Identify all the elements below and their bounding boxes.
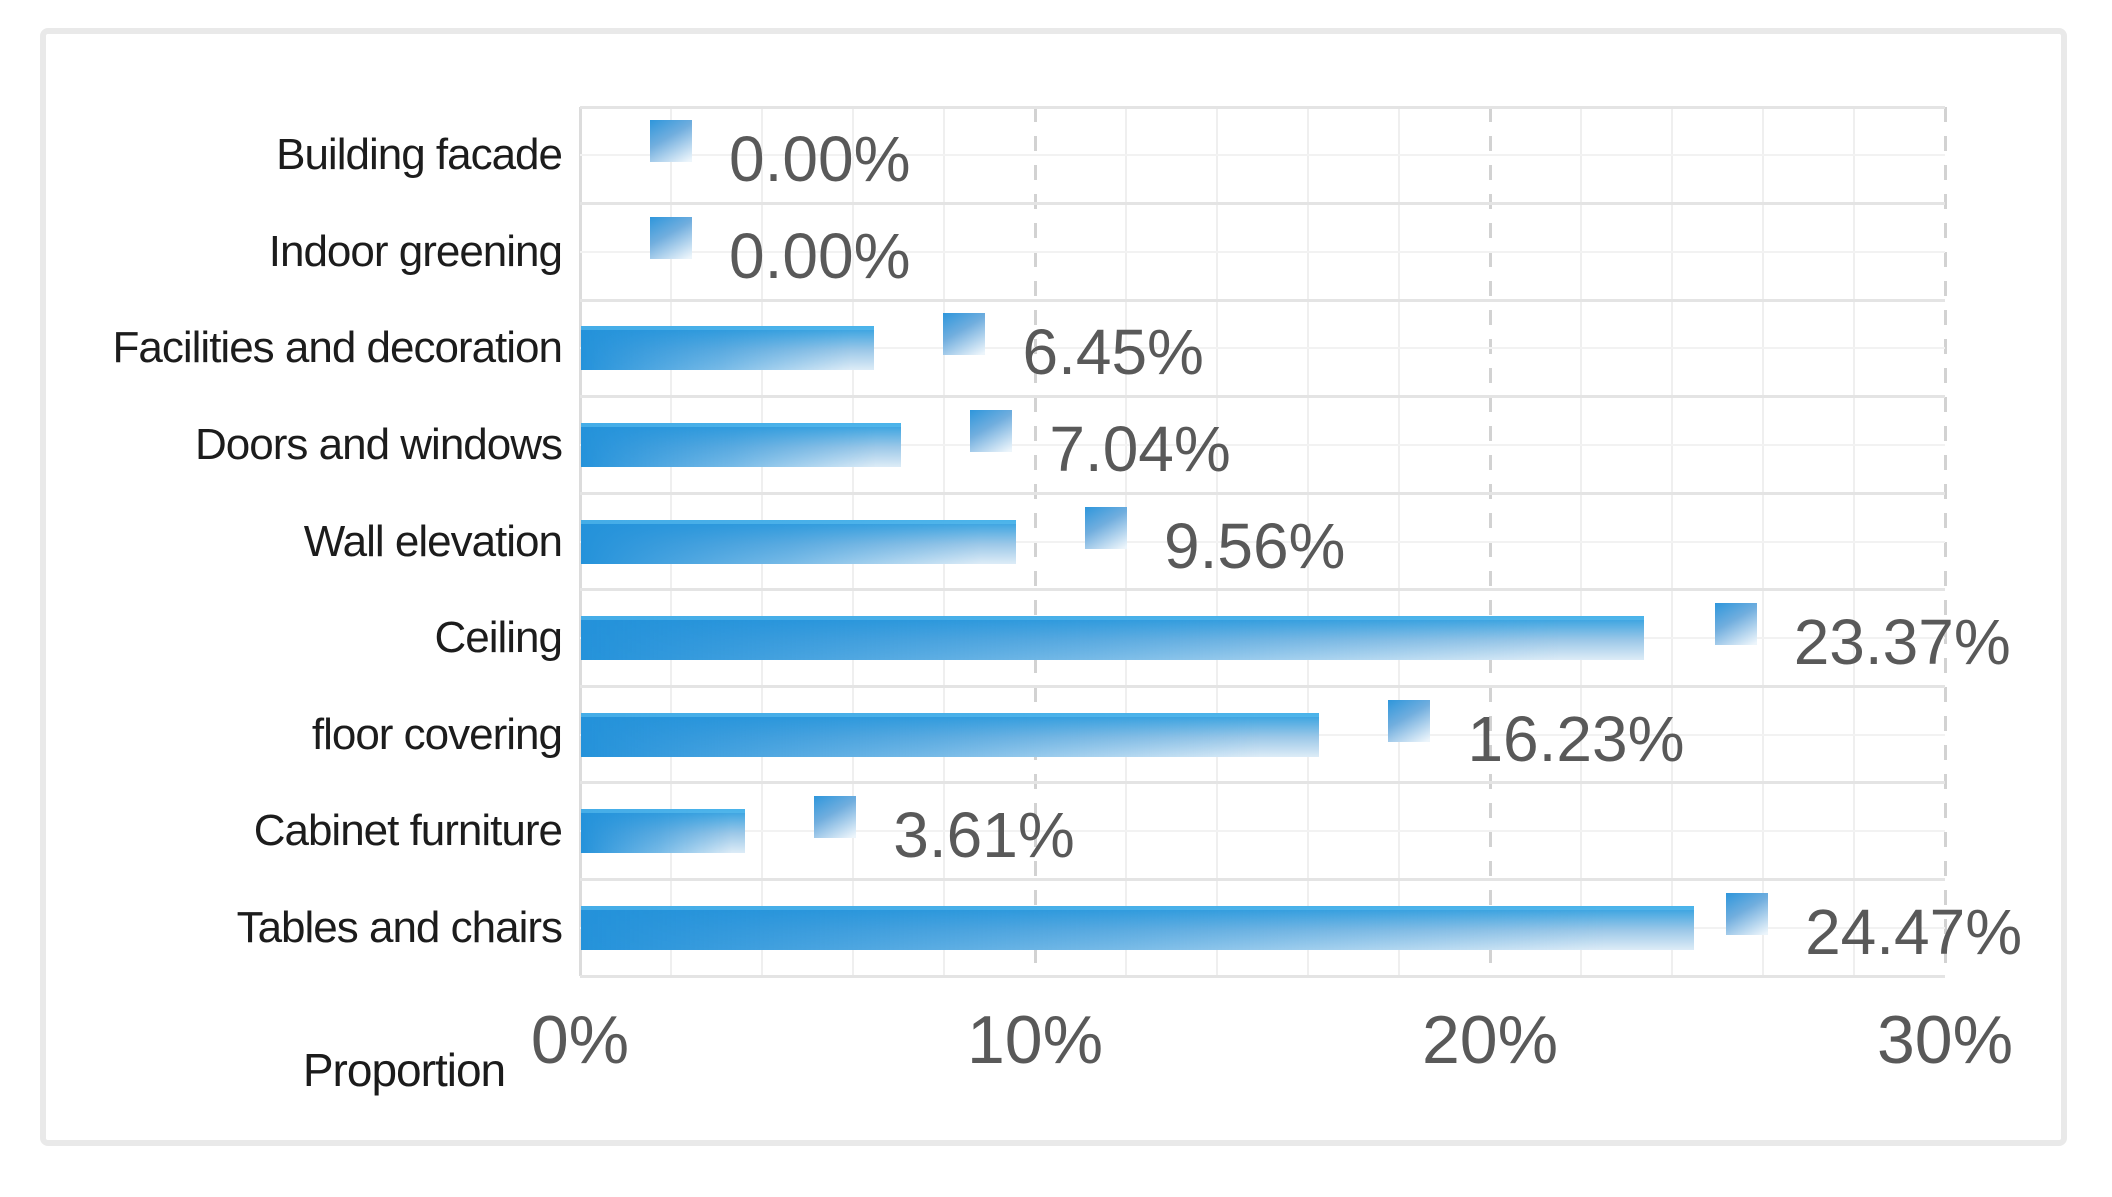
marker-square xyxy=(814,796,857,839)
category-label: Ceiling xyxy=(434,613,563,663)
bar xyxy=(581,712,1320,757)
gridline-vertical-30 xyxy=(1943,107,1947,976)
bar xyxy=(581,519,1016,564)
x-tick-label: 30% xyxy=(1876,1002,2014,1078)
value-label: 24.47% xyxy=(1805,895,2023,968)
gridline-row-boundary xyxy=(580,298,1945,302)
category-label: Facilities and decoration xyxy=(112,323,563,373)
value-label: 16.23% xyxy=(1467,702,1685,775)
marker-square xyxy=(970,409,1013,452)
marker-square xyxy=(1388,699,1431,742)
x-tick-label: 0% xyxy=(530,1002,630,1078)
marker-square xyxy=(1084,506,1127,549)
bar xyxy=(581,326,875,371)
value-label: 0.00% xyxy=(729,219,911,292)
category-label: Building facade xyxy=(276,130,563,180)
value-label: 23.37% xyxy=(1793,606,2011,679)
value-label: 6.45% xyxy=(1022,316,1204,389)
category-label: Wall elevation xyxy=(303,516,563,566)
marker-square xyxy=(650,216,692,259)
x-axis-title: Proportion xyxy=(302,1044,506,1096)
category-label: Tables and chairs xyxy=(236,902,563,952)
marker-square xyxy=(650,120,692,163)
gridline-row-center xyxy=(580,347,1945,350)
marker-square xyxy=(943,313,986,356)
gridline-row-boundary xyxy=(580,105,1945,109)
bar xyxy=(581,905,1695,950)
x-tick-label: 10% xyxy=(966,1002,1104,1078)
gridline-row-boundary xyxy=(580,491,1945,495)
marker-square xyxy=(1726,892,1769,935)
gridline-row-center xyxy=(580,830,1945,833)
value-label: 3.61% xyxy=(893,799,1075,872)
gridline-row-center xyxy=(580,540,1945,543)
chart-card: Proportion xyxy=(40,28,2067,1146)
bar xyxy=(581,809,746,854)
gridline-row-boundary xyxy=(580,202,1945,206)
bar xyxy=(581,422,902,467)
gridline-row-center xyxy=(580,443,1945,446)
bar xyxy=(581,616,1645,661)
value-label: 0.00% xyxy=(729,123,911,196)
value-label: 9.56% xyxy=(1163,509,1346,582)
category-label: Cabinet furniture xyxy=(253,806,563,856)
gridline-row-center xyxy=(580,250,1945,253)
category-label: Indoor greening xyxy=(268,226,563,276)
x-tick-label: 20% xyxy=(1421,1002,1559,1078)
gridline-row-boundary xyxy=(580,684,1945,688)
gridline-row-boundary xyxy=(580,877,1945,881)
gridline-row-boundary xyxy=(580,781,1945,785)
category-label: floor covering xyxy=(311,709,563,759)
gridline-row-boundary xyxy=(580,395,1945,399)
value-label: 7.04% xyxy=(1049,412,1231,485)
gridline-row-boundary xyxy=(580,588,1945,592)
gridline-row-boundary xyxy=(580,974,1945,978)
plot-area: 0.00% 0.00% 6.45% 7.04% 9.56% 23.37% 16.23% 3.6… xyxy=(578,105,2022,978)
gridline-row-center xyxy=(580,154,1945,157)
marker-square xyxy=(1714,603,1757,646)
category-label: Doors and windows xyxy=(195,419,563,469)
